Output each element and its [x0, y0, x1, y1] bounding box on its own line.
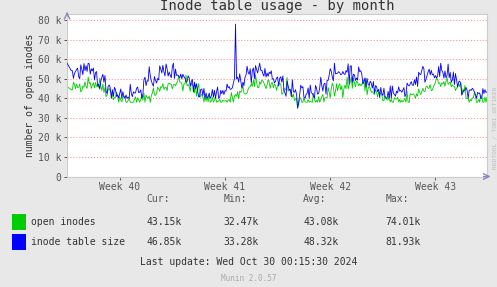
- Text: 48.32k: 48.32k: [303, 237, 338, 247]
- Text: 43.15k: 43.15k: [147, 217, 182, 227]
- Title: Inode table usage - by month: Inode table usage - by month: [160, 0, 394, 13]
- Text: 46.85k: 46.85k: [147, 237, 182, 247]
- Text: 33.28k: 33.28k: [224, 237, 259, 247]
- Text: Max:: Max:: [385, 194, 409, 204]
- Text: Avg:: Avg:: [303, 194, 327, 204]
- Text: Cur:: Cur:: [147, 194, 170, 204]
- Text: open inodes: open inodes: [31, 217, 96, 227]
- Y-axis label: number of open inodes: number of open inodes: [25, 34, 35, 157]
- Text: inode table size: inode table size: [31, 237, 125, 247]
- Text: Munin 2.0.57: Munin 2.0.57: [221, 274, 276, 283]
- Text: 74.01k: 74.01k: [385, 217, 420, 227]
- Text: RRDTOOL / TOBI OETIKER: RRDTOOL / TOBI OETIKER: [492, 86, 497, 168]
- Text: Min:: Min:: [224, 194, 247, 204]
- Text: 43.08k: 43.08k: [303, 217, 338, 227]
- Text: Last update: Wed Oct 30 00:15:30 2024: Last update: Wed Oct 30 00:15:30 2024: [140, 257, 357, 267]
- Text: 32.47k: 32.47k: [224, 217, 259, 227]
- Text: 81.93k: 81.93k: [385, 237, 420, 247]
